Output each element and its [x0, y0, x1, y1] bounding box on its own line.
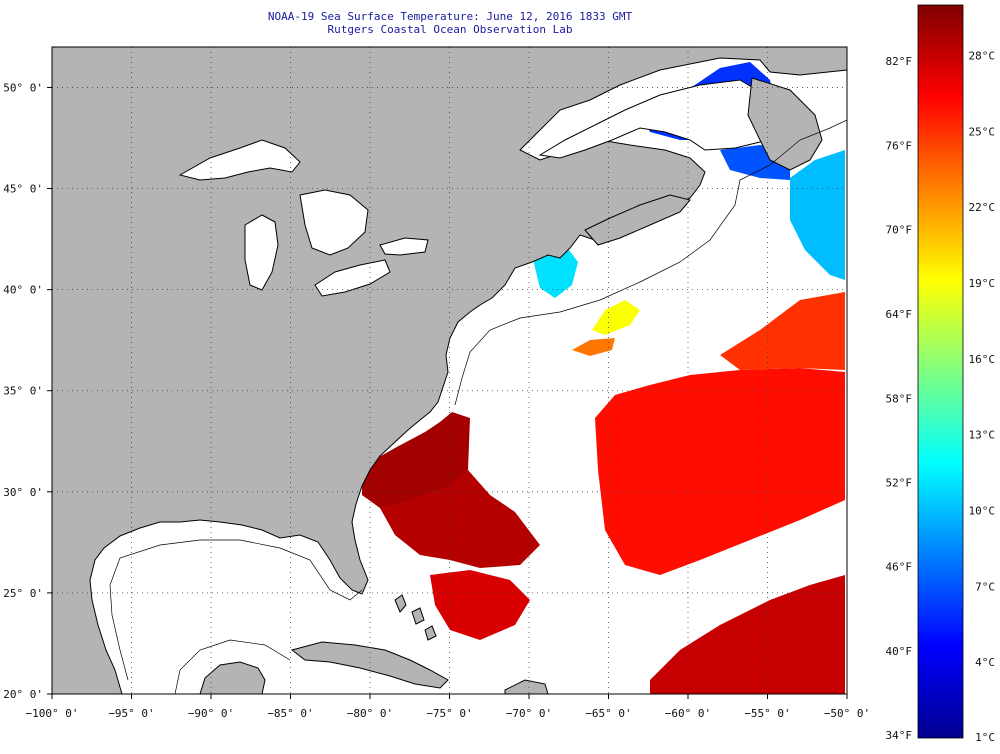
sst-patch-east-of-georges-bank: [592, 300, 640, 335]
lon-tick-label: −55° 0': [744, 707, 790, 720]
isobath-campeche: [174, 639, 291, 694]
land-newfoundland: [747, 77, 823, 171]
map-axes: −100° 0' −95° 0' −90° 0' −85° 0' −80° 0' −75°…: [3, 81, 870, 720]
isobath-gulf: [109, 539, 363, 681]
map-title: NOAA-19 Sea Surface Temperature: June 12…: [267, 10, 633, 23]
map-subtitle: Rutgers Coastal Ocean Observation Lab: [327, 23, 573, 36]
lon-tick-label: −85° 0': [267, 707, 313, 720]
lat-tick-label: 30° 0': [3, 486, 43, 499]
colorbar-c-label: 19°C: [969, 277, 996, 290]
lon-tick-label: −75° 0': [426, 707, 472, 720]
colorbar-c-label: 13°C: [969, 429, 996, 442]
lon-tick-label: −65° 0': [585, 707, 631, 720]
colorbar-f-label: 58°F: [886, 392, 913, 405]
land-hispaniola: [504, 679, 549, 694]
sst-patch-sargasso-central: [595, 368, 845, 575]
sst-patch-slope-water: [572, 338, 615, 356]
colorbar-c-label: 1°C: [975, 731, 995, 744]
colorbar-c-label: 22°C: [969, 201, 996, 214]
colorbar-f-label: 70°F: [886, 224, 913, 237]
land-nova-scotia: [584, 194, 691, 246]
lat-tick-label: 20° 0': [3, 688, 43, 701]
colorbar-f-label: 64°F: [886, 308, 913, 321]
lon-tick-label: −100° 0': [26, 707, 79, 720]
colorbar-c-label: 7°C: [975, 580, 995, 593]
lat-tick-label: 50° 0': [3, 81, 43, 94]
lake-erie-shape: [314, 259, 391, 297]
lake-superior-shape: [178, 139, 301, 181]
lon-tick-label: −95° 0': [108, 707, 154, 720]
colorbar-labels: 82°F 76°F 70°F 64°F 58°F 52°F 46°F 40°F 34°F 28°C…: [886, 50, 996, 744]
lake-ontario-shape: [379, 237, 429, 256]
colorbar-f-label: 40°F: [886, 645, 913, 658]
colorbar-f-label: 34°F: [886, 729, 913, 742]
sst-patch-bahamas-east: [430, 570, 530, 640]
lon-tick-label: −60° 0': [665, 707, 711, 720]
lon-tick-label: −50° 0': [824, 707, 870, 720]
sst-patch-sargasso-east: [720, 292, 845, 370]
colorbar-f-label: 46°F: [886, 561, 913, 574]
lake-huron-shape: [299, 189, 369, 256]
colorbar-c-label: 25°C: [969, 125, 996, 138]
colorbar-c-label: 4°C: [975, 656, 995, 669]
lon-tick-label: −80° 0': [347, 707, 393, 720]
sst-patch-gulf-stream-carolinas: [362, 412, 470, 510]
lon-tick-label: −70° 0': [506, 707, 552, 720]
colorbar-f-label: 76°F: [886, 140, 913, 153]
land-cuba: [290, 641, 449, 689]
colorbar-c-label: 10°C: [969, 505, 996, 518]
land-yucatan: [199, 661, 266, 694]
land-bahamas: [394, 594, 437, 641]
isobath-atlantic: [454, 119, 847, 406]
colorbar: [917, 4, 964, 739]
colorbar-c-label: 16°C: [969, 353, 996, 366]
sst-patch-south-atlantic-bight: [380, 470, 540, 568]
isobath-contours: [109, 119, 847, 694]
colorbar-f-label: 52°F: [886, 476, 913, 489]
colorbar-c-label: 28°C: [969, 50, 996, 63]
lat-tick-label: 35° 0': [3, 385, 43, 398]
sst-patch-nova-scotia-shelf: [790, 150, 845, 280]
lake-michigan-shape: [244, 214, 279, 291]
lon-tick-label: −90° 0': [188, 707, 234, 720]
sst-patch-south-east-tropical: [650, 575, 845, 694]
lat-tick-label: 45° 0': [3, 183, 43, 196]
colorbar-f-label: 82°F: [886, 55, 913, 68]
lat-tick-label: 25° 0': [3, 587, 43, 600]
lat-tick-label: 40° 0': [3, 284, 43, 297]
land-layer: [52, 47, 847, 694]
